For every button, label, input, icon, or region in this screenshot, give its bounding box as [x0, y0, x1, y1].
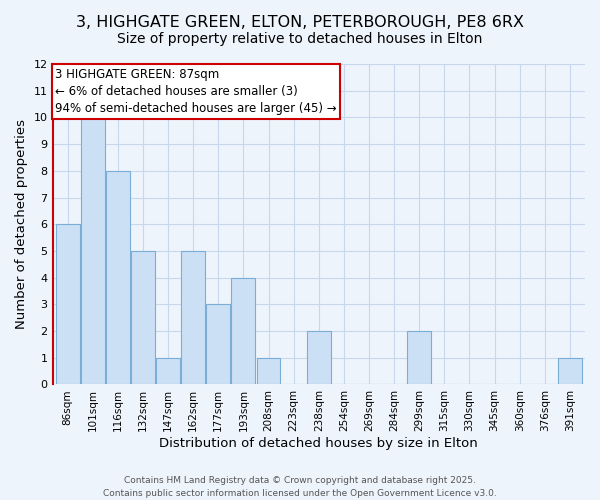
- Bar: [81, 118, 104, 384]
- Bar: [181, 251, 205, 384]
- Bar: [206, 304, 230, 384]
- Text: Contains HM Land Registry data © Crown copyright and database right 2025.
Contai: Contains HM Land Registry data © Crown c…: [103, 476, 497, 498]
- Bar: [106, 171, 130, 384]
- Y-axis label: Number of detached properties: Number of detached properties: [15, 119, 28, 329]
- Bar: [257, 358, 280, 384]
- Text: 3, HIGHGATE GREEN, ELTON, PETERBOROUGH, PE8 6RX: 3, HIGHGATE GREEN, ELTON, PETERBOROUGH, …: [76, 15, 524, 30]
- Bar: [558, 358, 582, 384]
- Text: Size of property relative to detached houses in Elton: Size of property relative to detached ho…: [118, 32, 482, 46]
- Bar: [232, 278, 256, 384]
- X-axis label: Distribution of detached houses by size in Elton: Distribution of detached houses by size …: [160, 437, 478, 450]
- Bar: [156, 358, 180, 384]
- Text: 3 HIGHGATE GREEN: 87sqm
← 6% of detached houses are smaller (3)
94% of semi-deta: 3 HIGHGATE GREEN: 87sqm ← 6% of detached…: [55, 68, 337, 115]
- Bar: [131, 251, 155, 384]
- Bar: [307, 331, 331, 384]
- Bar: [407, 331, 431, 384]
- Bar: [56, 224, 80, 384]
